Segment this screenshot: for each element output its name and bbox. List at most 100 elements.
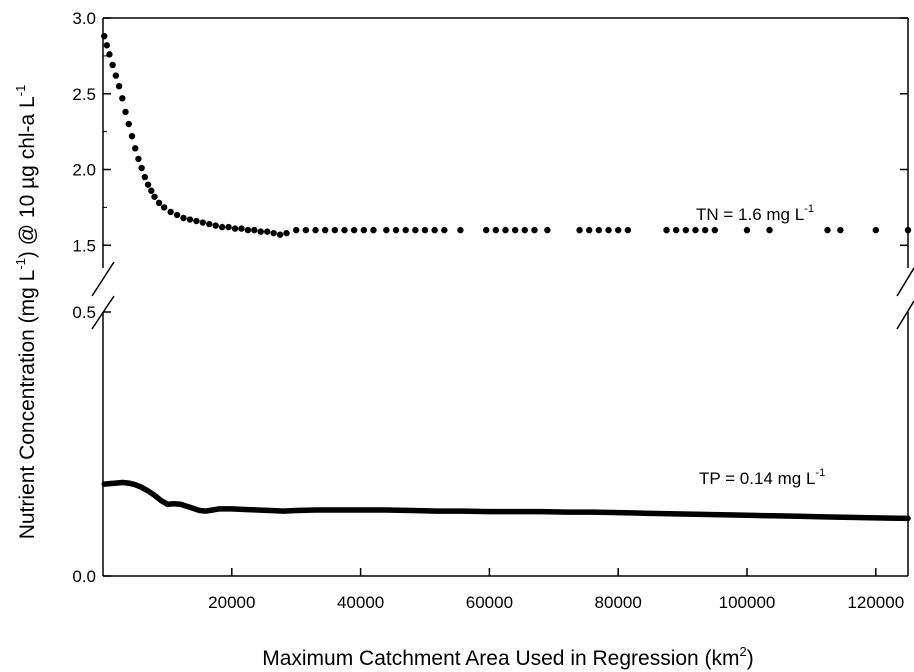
tn-point <box>711 226 718 234</box>
tn-point <box>576 226 583 234</box>
tn-point <box>238 225 245 232</box>
tn-point <box>101 32 108 40</box>
tn-point <box>392 226 400 234</box>
tn-point <box>502 226 509 234</box>
tn-point <box>206 220 213 228</box>
tn-point <box>160 204 168 211</box>
tn-point <box>521 226 529 234</box>
tn-point <box>148 187 155 194</box>
tp-series <box>101 479 911 522</box>
tn-point <box>766 226 773 234</box>
tn-point <box>457 226 464 234</box>
tn-point <box>244 226 252 234</box>
tn-point <box>135 155 142 163</box>
tn-point <box>138 164 145 172</box>
tn-point <box>302 226 310 234</box>
tn-point <box>312 226 319 234</box>
y-ticks-upper: 1.5 2.0 2.5 3.0 <box>72 9 908 255</box>
tn-point <box>276 231 284 238</box>
y-axis-label: Nutrient Concentration (mg L-1) @ 10 µg … <box>13 85 39 540</box>
tn-point <box>904 226 912 234</box>
tn-point <box>586 226 593 234</box>
tn-point <box>112 72 120 79</box>
tn-point <box>544 226 551 234</box>
tn-point <box>341 226 348 234</box>
tn-point <box>824 226 831 234</box>
x-ticks: 20000 40000 60000 80000 100000 120000 <box>208 568 904 612</box>
tn-annotation: TN = 1.6 mg L-1 <box>696 203 814 224</box>
tn-point <box>144 181 152 188</box>
tn-point <box>531 226 538 234</box>
y-tick-label: 0.0 <box>72 567 96 586</box>
tn-point <box>412 226 419 234</box>
tn-point <box>270 229 277 237</box>
tn-point <box>360 226 368 234</box>
tn-point <box>701 226 709 234</box>
tn-point <box>141 173 149 181</box>
tn-point <box>482 226 490 234</box>
tn-point <box>743 226 751 234</box>
y-tick-label: 0.5 <box>72 303 96 322</box>
tn-point <box>672 226 680 234</box>
tn-point <box>193 217 200 225</box>
tn-point <box>692 226 699 234</box>
tn-point <box>663 226 670 234</box>
tn-point <box>125 120 132 128</box>
axis-break-marks <box>91 261 914 330</box>
x-tick-label: 80000 <box>595 593 642 612</box>
y-tick-label: 1.5 <box>72 236 96 255</box>
tn-point <box>402 226 409 234</box>
tn-point <box>331 226 339 234</box>
tn-point <box>605 226 612 234</box>
tn-point <box>167 208 174 216</box>
x-tick-label: 60000 <box>466 593 513 612</box>
tn-point <box>682 226 690 234</box>
tp-line <box>101 479 911 522</box>
y-ticks-lower: 0.0 0.5 <box>72 303 111 586</box>
left-break-mark-top <box>91 261 115 297</box>
tn-point <box>321 226 329 234</box>
tn-point <box>615 226 622 234</box>
right-break-mark-bottom <box>896 300 914 330</box>
tn-point <box>106 51 113 58</box>
tn-point <box>115 82 123 90</box>
tn-point <box>122 108 129 116</box>
tn-point <box>293 226 300 234</box>
tn-point <box>251 226 258 234</box>
tn-point <box>212 222 219 229</box>
tn-point <box>283 229 290 237</box>
x-tick-label: 120000 <box>847 593 904 612</box>
y-tick-label: 2.5 <box>72 85 96 104</box>
tn-point <box>872 226 879 234</box>
tn-point <box>155 199 163 207</box>
y-tick-label: 3.0 <box>72 9 96 28</box>
tn-point <box>151 193 158 200</box>
tn-point <box>132 145 139 152</box>
tn-point <box>421 226 429 234</box>
tn-point <box>441 226 448 234</box>
tn-point <box>103 42 111 49</box>
tn-point <box>173 211 181 219</box>
upper-panel-frame <box>102 17 909 268</box>
tn-point <box>511 226 519 234</box>
tn-point <box>180 214 187 222</box>
tn-point <box>257 228 264 235</box>
tn-point <box>231 225 239 232</box>
tn-point <box>119 95 126 102</box>
tn-point <box>128 132 136 140</box>
tn-point <box>624 226 632 234</box>
tn-point <box>186 216 194 223</box>
x-tick-label: 40000 <box>337 593 384 612</box>
lower-panel-frame <box>102 312 909 577</box>
tn-point <box>218 223 226 231</box>
x-axis-label: Maximum Catchment Area Used in Regressio… <box>262 644 754 670</box>
tn-series <box>101 32 912 238</box>
x-tick-label: 100000 <box>719 593 776 612</box>
tn-point <box>264 228 271 235</box>
tn-point <box>837 226 844 234</box>
tn-point <box>595 226 603 234</box>
tn-point <box>383 226 390 234</box>
tn-point <box>109 61 116 69</box>
tn-point <box>431 226 438 234</box>
right-break-mark-top <box>896 267 914 297</box>
